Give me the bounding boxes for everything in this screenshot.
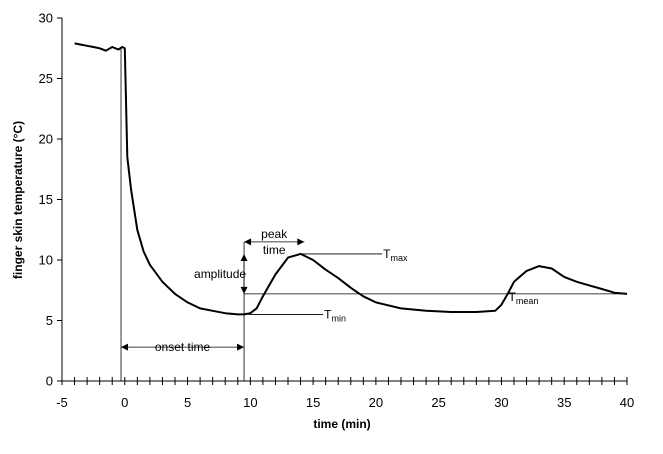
x-tick-label: 10: [243, 395, 257, 410]
series-line-0: [74, 42, 628, 316]
peak-time-arrow-arrowhead-right: [297, 238, 305, 246]
t-min-label-main: T: [324, 307, 332, 321]
x-tick-label: 15: [306, 395, 320, 410]
ticks: [57, 17, 628, 385]
y-tick-label: 0: [46, 374, 53, 389]
x-axis-title: time (min): [313, 417, 370, 431]
series-layer: [74, 42, 628, 316]
x-tick-label: 0: [121, 395, 128, 410]
x-tick-label: 5: [184, 395, 191, 410]
x-tick-label: -5: [56, 395, 68, 410]
t-max-label: Tmax: [383, 247, 408, 263]
y-tick-label: 25: [39, 71, 53, 86]
y-tick-label: 30: [39, 11, 53, 26]
amplitude-arrow-arrowhead-bottom: [240, 286, 248, 294]
t-max-label-sub: max: [391, 253, 409, 263]
t-mean-label-sub: mean: [516, 296, 539, 306]
peak-time-label-line2: time: [263, 243, 286, 257]
axes: [61, 18, 627, 382]
y-axis-title: finger skin temperature (°C): [11, 121, 25, 279]
x-tick-label: 20: [369, 395, 383, 410]
amplitude-arrow-arrowhead-top: [240, 253, 248, 261]
t-mean-label-main: T: [509, 290, 517, 304]
x-tick-label: 40: [620, 395, 634, 410]
t-max-label-main: T: [383, 247, 391, 261]
y-tick-label: 20: [39, 132, 53, 147]
t-mean-label: Tmean: [509, 290, 539, 306]
y-tick-label: 10: [39, 253, 53, 268]
t-min-label-sub: min: [331, 313, 346, 323]
y-tick-label: 15: [39, 192, 53, 207]
amplitude-label: amplitude: [194, 267, 246, 281]
peak-time-arrow-arrowhead-left: [244, 238, 252, 246]
x-tick-label: 25: [431, 395, 445, 410]
y-tick-label: 5: [46, 313, 53, 328]
x-tick-label: 30: [494, 395, 508, 410]
t-min-label: Tmin: [324, 307, 346, 323]
onset-time-arrow-arrowhead-left: [121, 343, 129, 351]
peak-time-label-line1: peak: [261, 227, 288, 241]
onset-time-arrow-arrowhead-right: [237, 343, 245, 351]
x-tick-label: 35: [557, 395, 571, 410]
onset-time-label: onset time: [155, 340, 211, 354]
